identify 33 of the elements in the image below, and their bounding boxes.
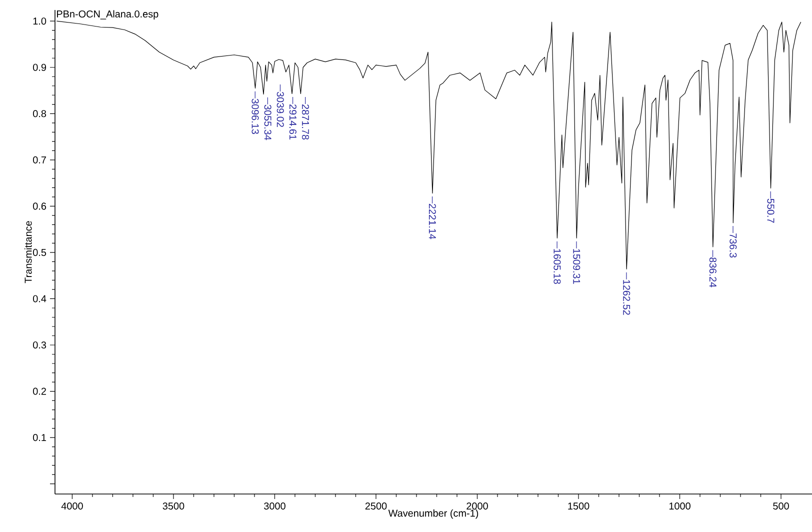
annotation: 2914.61 [289,104,296,140]
y-tick-label: 0.7 [33,156,46,164]
annotation: 3096.13 [252,98,259,134]
y-tick-label: 0.5 [33,248,46,256]
annotation: 2871.78 [302,104,309,140]
y-tick-label: 0.6 [33,202,46,210]
annotation: 3055.34 [264,104,272,140]
x-tick-label: 2500 [365,502,387,510]
x-tick-label: 500 [773,502,789,510]
annotation: 3039.02 [276,92,284,127]
y-tick-label: 0.1 [33,434,46,442]
x-tick-label: 3500 [162,502,184,510]
annotation: 836.24 [709,258,716,288]
annotation: 736.3 [730,234,737,258]
y-tick-label: 0.8 [33,110,46,118]
y-tick-label: 0.2 [33,388,46,395]
x-tick-label: 1000 [669,502,690,510]
y-tick-label: 1.0 [33,18,46,25]
x-axis-title: Wavenumber (cm-1) [388,509,478,519]
x-tick-label: 2000 [466,502,488,510]
annotation: 550.7 [767,198,774,223]
annotation: 1509.31 [573,249,580,284]
annotation: 1262.52 [623,280,630,315]
x-tick-label: 3000 [264,502,286,510]
y-tick-label: 0.9 [33,64,46,71]
x-tick-label: 4000 [61,502,83,510]
y-tick-label: 0.3 [33,341,46,349]
annotation: 1605.18 [554,249,561,284]
chart-title: PBn-OCN_Alana.0.esp [57,10,158,20]
x-tick-label: 1500 [568,502,590,510]
y-axis-title: Transmittance [24,221,32,284]
y-tick-label: 0.4 [33,295,46,302]
annotation: 2221.14 [428,204,436,240]
